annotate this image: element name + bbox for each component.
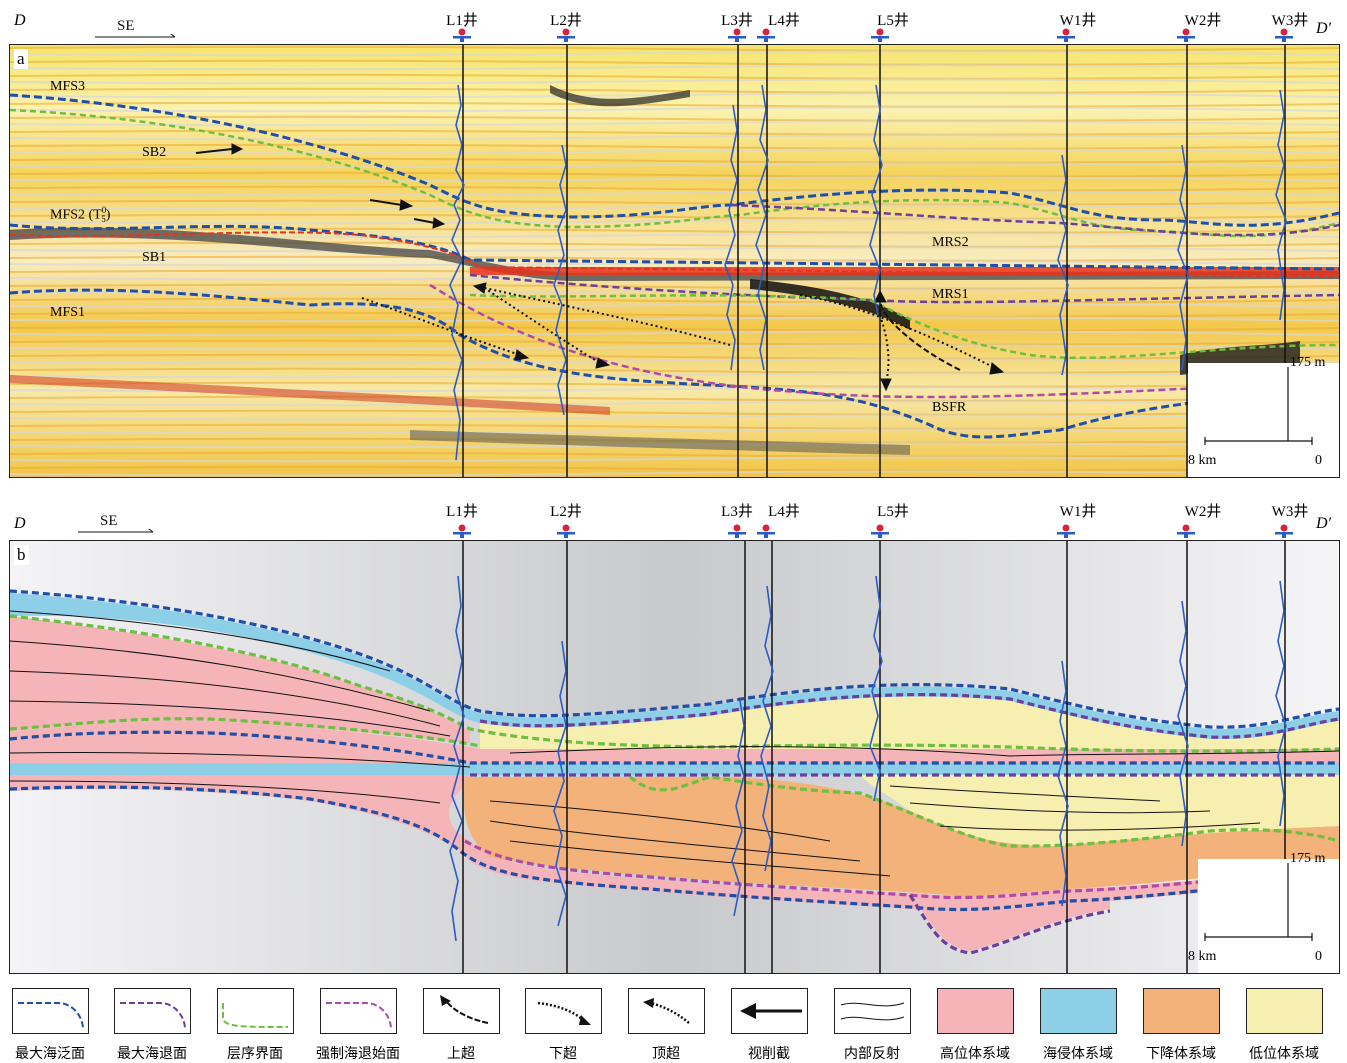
surface-sb1: SB1 xyxy=(142,250,167,265)
surface-mfs2-close: ) xyxy=(105,207,111,223)
legend-label: 内部反射 xyxy=(844,1046,900,1062)
scale-zero-label: 0 xyxy=(1315,949,1322,964)
surface-mrs1: MRS1 xyxy=(932,287,969,302)
legend-label: 下降体系域 xyxy=(1146,1046,1216,1062)
legend-label: 最大海泛面 xyxy=(15,1046,85,1062)
well-label-a-w2: W2井 xyxy=(1184,13,1222,29)
legend-swatch-tst xyxy=(1040,988,1117,1034)
legend-label: 海侵体系域 xyxy=(1043,1046,1113,1062)
well-label-b-l1: L1井 xyxy=(446,504,478,520)
panel-a-label: a xyxy=(14,49,28,69)
legend-label: 视削截 xyxy=(748,1046,790,1062)
well-label-a-l1: L1井 xyxy=(446,13,478,29)
legend-label: 层序界面 xyxy=(227,1046,283,1062)
panel-b-start-label: D xyxy=(14,515,26,532)
surface-mfs2-text: MFS2 (T xyxy=(50,207,102,223)
surface-mfs1: MFS1 xyxy=(50,305,86,320)
legend-swatch-max-regression xyxy=(114,988,191,1034)
legend-swatch-lst xyxy=(1246,988,1323,1034)
legend-swatch-onlap xyxy=(423,988,500,1034)
scale-zero-label: 0 xyxy=(1315,453,1322,468)
seismic-section-panel: a MFS3 SB2 MFS2 (T05) SB1 MFS1 MRS2 MRS1… xyxy=(9,44,1340,478)
scale-vertical-label: 175 m xyxy=(1290,355,1326,370)
surface-mfs2-sub: 5 xyxy=(101,214,106,225)
panel-b-label: b xyxy=(14,545,29,565)
direction-label: SE xyxy=(117,18,135,34)
well-label-a-l2: L2井 xyxy=(550,13,582,29)
well-label-a-l5: L5井 xyxy=(877,13,909,29)
legend-swatch-fsst xyxy=(1143,988,1220,1034)
well-head-icon xyxy=(754,524,778,538)
well-head-icon xyxy=(450,524,474,538)
interpretation-diagram xyxy=(10,541,1339,973)
legend-swatch-max-flooding xyxy=(12,988,89,1034)
legend-swatch-toplap xyxy=(628,988,705,1034)
legend-swatch-hst xyxy=(937,988,1014,1034)
well-label-b-l2: L2井 xyxy=(550,504,582,520)
direction-arrow-icon xyxy=(95,34,176,38)
well-label-b-l4: L4井 xyxy=(768,504,800,520)
well-head-icon xyxy=(450,28,474,42)
panel-b-end-label: D′ xyxy=(1316,515,1332,532)
well-label-a-w1: W1井 xyxy=(1059,13,1097,29)
well-head-icon xyxy=(1174,524,1198,538)
legend-label: 顶超 xyxy=(652,1046,680,1062)
legend-label: 上超 xyxy=(447,1046,475,1062)
direction-arrow-icon xyxy=(78,529,154,533)
well-head-icon xyxy=(725,28,749,42)
well-head-icon xyxy=(1054,28,1078,42)
surface-mfs2-sup: 0 xyxy=(101,205,107,215)
legend-swatch-downlap xyxy=(525,988,602,1034)
panel-b-direction: SE xyxy=(78,513,154,533)
panel-a-direction: SE xyxy=(95,18,176,38)
well-head-icon xyxy=(1174,28,1198,42)
surface-mrs2: MRS2 xyxy=(932,235,969,250)
scale-vertical-label: 175 m xyxy=(1290,851,1326,866)
legend-swatch-truncation xyxy=(731,988,808,1034)
well-label-b-l3: L3井 xyxy=(721,504,753,520)
well-label-a-l4: L4井 xyxy=(768,13,800,29)
panel-a-start-label: D xyxy=(14,12,26,29)
legend-label: 强制海退始面 xyxy=(316,1046,400,1062)
seismic-section-image xyxy=(10,45,1339,477)
well-head-icon xyxy=(554,28,578,42)
surface-sb2: SB2 xyxy=(142,145,167,160)
legend-label: 高位体系域 xyxy=(940,1046,1010,1062)
direction-label: SE xyxy=(100,513,118,529)
scale-horizontal-label: 8 km xyxy=(1188,453,1217,468)
legend-label: 下超 xyxy=(549,1046,577,1062)
well-head-icon xyxy=(754,28,778,42)
legend-label: 低位体系域 xyxy=(1249,1046,1319,1062)
surface-mfs2: MFS2 (T05) xyxy=(50,205,110,224)
panel-a-end-label: D′ xyxy=(1316,20,1332,37)
legend-label: 最大海退面 xyxy=(117,1046,187,1062)
well-label-b-l5: L5井 xyxy=(877,504,909,520)
well-head-icon xyxy=(554,524,578,538)
surface-mfs3: MFS3 xyxy=(50,79,86,94)
legend-swatch-sequence-boundary xyxy=(217,988,294,1034)
well-head-icon xyxy=(1272,28,1296,42)
well-label-b-w3: W3井 xyxy=(1271,504,1309,520)
well-label-b-w2: W2井 xyxy=(1184,504,1222,520)
legend-swatch-forced-regression xyxy=(320,988,397,1034)
surface-bsfr: BSFR xyxy=(932,400,967,415)
well-label-b-w1: W1井 xyxy=(1059,504,1097,520)
scale-horizontal-label: 8 km xyxy=(1188,949,1217,964)
well-label-a-w3: W3井 xyxy=(1271,13,1309,29)
legend-swatch-internal-reflection xyxy=(834,988,911,1034)
well-head-icon xyxy=(868,524,892,538)
well-label-a-l3: L3井 xyxy=(721,13,753,29)
well-head-icon xyxy=(1272,524,1296,538)
well-head-icon xyxy=(725,524,749,538)
well-head-icon xyxy=(868,28,892,42)
well-head-icon xyxy=(1054,524,1078,538)
interpretation-panel: b 175 m 8 km 0 xyxy=(9,540,1340,974)
